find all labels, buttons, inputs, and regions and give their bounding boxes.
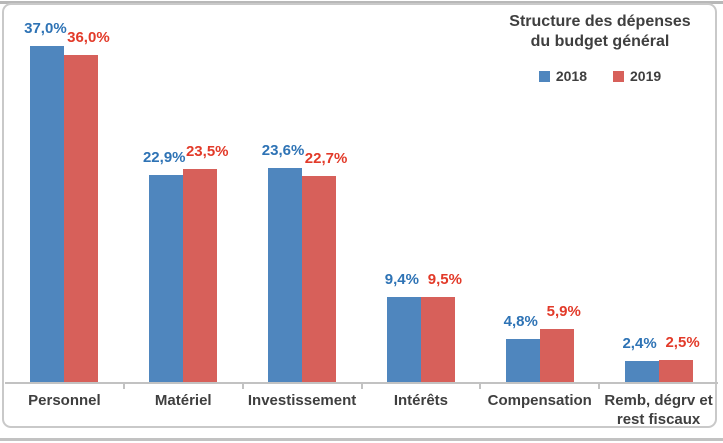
bar-2018	[268, 168, 303, 383]
x-axis-category-label: Personnel	[28, 392, 101, 409]
bar-2019	[64, 55, 99, 383]
bar-2019	[420, 296, 455, 383]
bottom-edge-line	[0, 438, 723, 441]
value-label-2018: 2,4%	[622, 335, 657, 353]
value-label-2019: 36,0%	[67, 29, 110, 47]
legend: 2018 2019	[460, 68, 723, 84]
x-axis-category-label: Matériel	[154, 392, 212, 409]
value-label-2019: 22,7%	[304, 150, 348, 168]
x-axis-tick	[479, 384, 482, 389]
bar-2018	[149, 174, 184, 383]
legend-swatch-2018-icon	[538, 70, 550, 82]
bar-2018	[624, 361, 659, 383]
x-axis-category-label: Remb, dégrv et rest fiscaux	[604, 392, 713, 428]
legend-label-2018: 2018	[555, 68, 587, 84]
bar-2018	[505, 339, 540, 383]
value-label-2018: 22,9%	[142, 148, 186, 166]
x-axis-tick	[360, 384, 363, 389]
value-label-2018: 37,0%	[24, 20, 67, 38]
legend-item-2019: 2019	[613, 68, 661, 84]
chart-title: Structure des dépenses du budget général	[460, 12, 723, 52]
plot-area: 37,0% 36,0% 22,9% 23,5% 23,6% 22,7% 9,4% 9,5% 4,…	[24, 20, 700, 383]
chart-frame	[2, 3, 717, 428]
x-axis-tick	[241, 384, 244, 389]
bar-2019	[658, 360, 693, 383]
bar-2019	[302, 176, 337, 383]
value-label-2019: 2,5%	[665, 334, 700, 352]
top-edge-line	[0, 1, 723, 4]
x-axis-line	[5, 382, 718, 384]
x-axis-category-label: Intérêts	[393, 392, 448, 409]
value-label-2018: 4,8%	[503, 313, 538, 331]
value-label-2018: 9,4%	[384, 271, 419, 289]
bar-2018	[386, 297, 421, 383]
legend-label-2019: 2019	[630, 68, 662, 84]
legend-item-2018: 2018	[538, 68, 587, 84]
value-label-2019: 9,5%	[427, 270, 462, 288]
chart-title-line1: Structure des dépenses	[509, 13, 691, 30]
x-axis-tick	[598, 384, 601, 389]
value-label-2018: 23,6%	[261, 142, 305, 160]
x-axis-tick	[122, 384, 125, 389]
value-label-2019: 23,5%	[185, 143, 229, 161]
legend-swatch-2019-icon	[613, 70, 624, 82]
chart-title-line2: du budget général	[530, 33, 670, 50]
bar-2018	[30, 46, 65, 383]
x-axis-category-label: Compensation	[487, 392, 592, 409]
value-label-2019: 5,9%	[546, 303, 581, 321]
x-axis-category-label: Investissement	[247, 392, 357, 409]
bar-2019	[539, 329, 574, 383]
bar-2019	[183, 169, 218, 383]
